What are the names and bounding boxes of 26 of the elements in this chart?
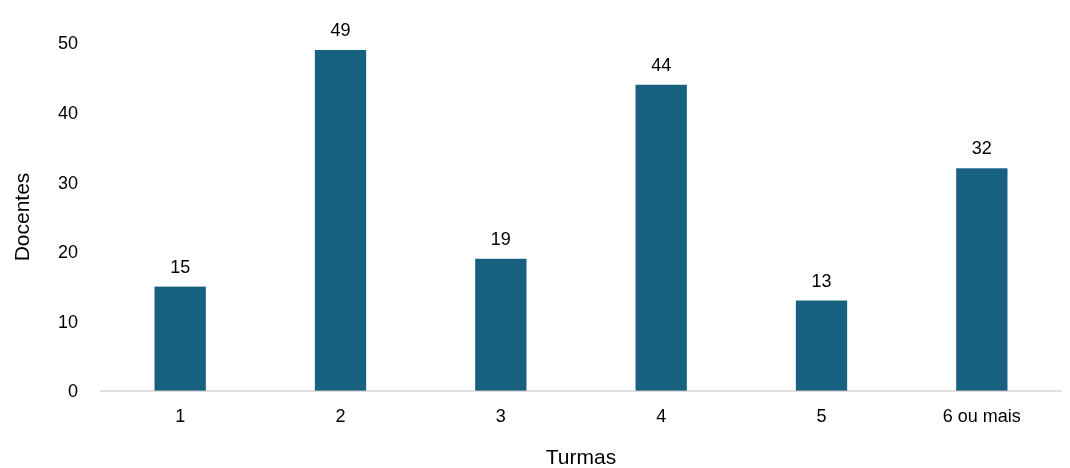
data-label: 49 — [330, 19, 351, 40]
x-tick-label: 2 — [335, 406, 346, 426]
data-label: 32 — [971, 138, 992, 159]
y-tick-label: 30 — [57, 172, 78, 193]
y-tick-label: 50 — [57, 33, 78, 54]
y-axis-title: Docentes — [10, 172, 33, 262]
y-tick-label: 0 — [67, 381, 78, 402]
y-tick-label: 40 — [57, 102, 78, 123]
y-tick-label: 20 — [57, 242, 78, 263]
data-label: 15 — [170, 256, 191, 277]
data-label: 19 — [490, 228, 511, 249]
x-tick-label: 4 — [656, 406, 667, 426]
x-tick-label: 3 — [495, 406, 506, 426]
bar — [475, 258, 527, 391]
x-tick-label: 1 — [175, 406, 186, 426]
data-label: 13 — [811, 270, 832, 291]
bar — [154, 286, 206, 391]
bar — [795, 300, 848, 391]
x-tick-label: 6 ou mais — [942, 406, 1021, 426]
data-label: 44 — [651, 54, 672, 75]
x-tick-label: 5 — [816, 406, 827, 426]
y-tick-label: 10 — [57, 311, 78, 332]
bar — [314, 49, 367, 391]
x-axis-title: Turmas — [545, 445, 617, 468]
bar — [635, 84, 687, 391]
bar — [956, 168, 1008, 391]
